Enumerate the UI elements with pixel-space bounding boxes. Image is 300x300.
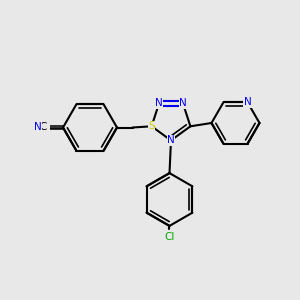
Text: N: N <box>179 98 187 109</box>
Text: Cl: Cl <box>164 232 175 242</box>
Text: N: N <box>167 135 175 146</box>
Text: N: N <box>155 98 163 109</box>
Text: S: S <box>148 121 155 131</box>
Text: N: N <box>34 122 42 133</box>
Text: C: C <box>40 122 47 133</box>
Text: N: N <box>244 97 251 107</box>
